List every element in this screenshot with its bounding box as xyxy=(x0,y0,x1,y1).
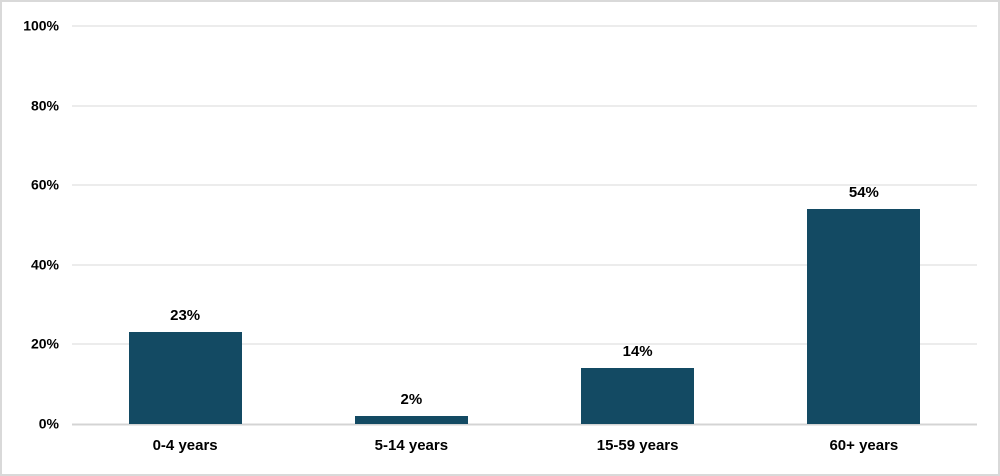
y-axis-tick-label: 60% xyxy=(30,176,59,193)
bar xyxy=(807,209,921,424)
y-axis-tick-label: 40% xyxy=(30,256,59,273)
gridline xyxy=(72,25,977,27)
data-label: 14% xyxy=(622,343,653,361)
x-axis-baseline xyxy=(72,423,977,426)
y-axis-tick-label: 80% xyxy=(30,97,59,114)
category-column: 14% 15-59 years xyxy=(525,26,751,454)
category-column: 23% 0-4 years xyxy=(72,26,298,454)
data-label: 54% xyxy=(848,184,879,202)
category-column: 2% 5-14 years xyxy=(298,26,524,454)
y-axis-tick-label: 100% xyxy=(23,17,59,34)
data-label: 2% xyxy=(400,391,423,409)
bar xyxy=(128,332,242,424)
data-label: 23% xyxy=(170,307,201,325)
gridline xyxy=(72,184,977,186)
category-label: 15-59 years xyxy=(596,437,679,454)
bar xyxy=(581,368,695,424)
gridline xyxy=(72,343,977,345)
gridline xyxy=(72,105,977,107)
plot-area: 0% 20% 40% 60% 80% 100% 23% 0-4 years 2% 5-14 yea… xyxy=(23,18,977,454)
category-column: 54% 60+ years xyxy=(751,26,977,454)
bar xyxy=(354,416,468,424)
category-label: 60+ years xyxy=(829,437,899,454)
category-label: 5-14 years xyxy=(374,437,449,454)
y-axis-tick-label: 20% xyxy=(30,336,59,353)
category-label: 0-4 years xyxy=(152,437,218,454)
gridline xyxy=(72,264,977,266)
y-axis-tick-label: 0% xyxy=(38,415,59,432)
